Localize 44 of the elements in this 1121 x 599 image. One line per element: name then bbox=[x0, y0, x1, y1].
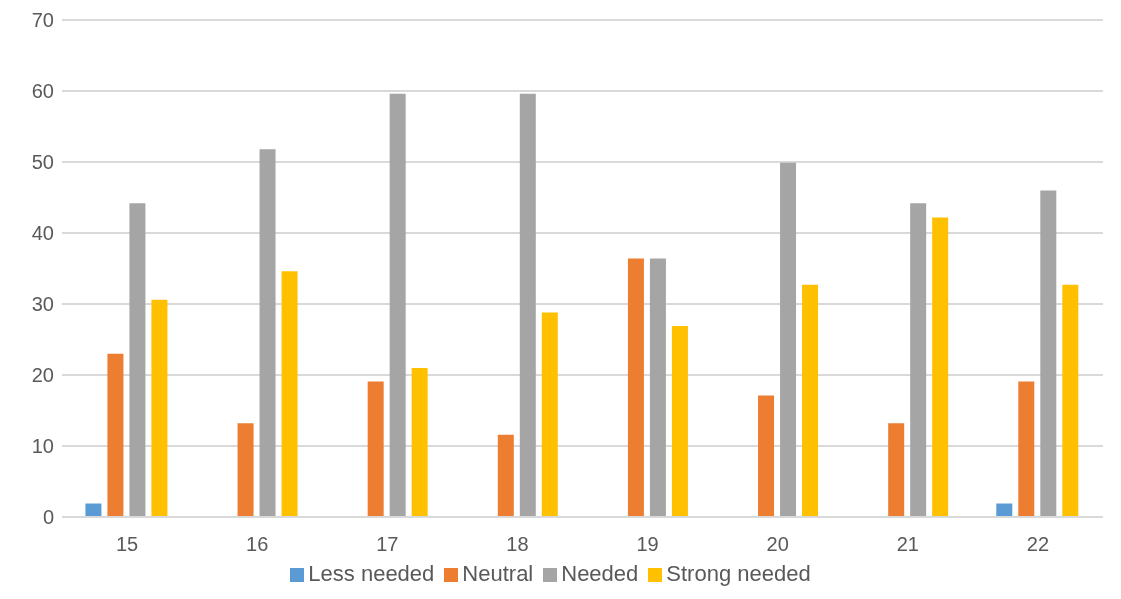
bar bbox=[281, 271, 298, 517]
y-tick-label: 10 bbox=[31, 435, 54, 458]
bar bbox=[237, 423, 254, 517]
y-tick-label: 70 bbox=[31, 9, 54, 32]
bar bbox=[497, 434, 514, 517]
bar bbox=[151, 299, 168, 517]
legend-label: Less needed bbox=[308, 561, 435, 586]
bar bbox=[910, 203, 927, 517]
bar bbox=[758, 395, 775, 517]
x-tick-label: 18 bbox=[506, 533, 529, 556]
x-tick-label: 16 bbox=[246, 533, 269, 556]
x-tick-label: 15 bbox=[115, 533, 139, 556]
bar bbox=[411, 367, 428, 517]
bar bbox=[627, 258, 644, 517]
bar bbox=[1062, 284, 1079, 517]
bar bbox=[519, 93, 536, 517]
bar bbox=[1040, 190, 1057, 517]
legend-label: Strong needed bbox=[666, 561, 811, 586]
bar bbox=[649, 258, 666, 517]
y-tick-label: 40 bbox=[31, 222, 54, 245]
y-tick-label: 60 bbox=[31, 80, 54, 103]
bar bbox=[367, 381, 384, 517]
x-tick-label: 19 bbox=[636, 533, 659, 556]
y-tick-label: 30 bbox=[31, 293, 54, 316]
x-tick-label: 20 bbox=[766, 533, 789, 556]
bar bbox=[259, 149, 276, 517]
legend-label: Needed bbox=[561, 561, 639, 586]
legend-label: Neutral bbox=[462, 561, 534, 586]
x-tick-label: 17 bbox=[376, 533, 399, 556]
bar bbox=[107, 353, 124, 517]
y-tick-label: 50 bbox=[31, 151, 54, 174]
bar bbox=[129, 203, 146, 517]
bar bbox=[780, 162, 797, 517]
bar bbox=[932, 217, 949, 517]
y-tick-label: 20 bbox=[31, 364, 54, 387]
bar bbox=[541, 312, 558, 517]
x-tick-label: 22 bbox=[1026, 533, 1050, 556]
bar bbox=[389, 93, 406, 517]
x-tick-label: 21 bbox=[896, 533, 919, 556]
bar bbox=[888, 423, 905, 517]
bar bbox=[671, 326, 688, 517]
y-tick-label: 0 bbox=[42, 506, 54, 529]
bar bbox=[1018, 381, 1035, 517]
bar bbox=[802, 284, 819, 517]
